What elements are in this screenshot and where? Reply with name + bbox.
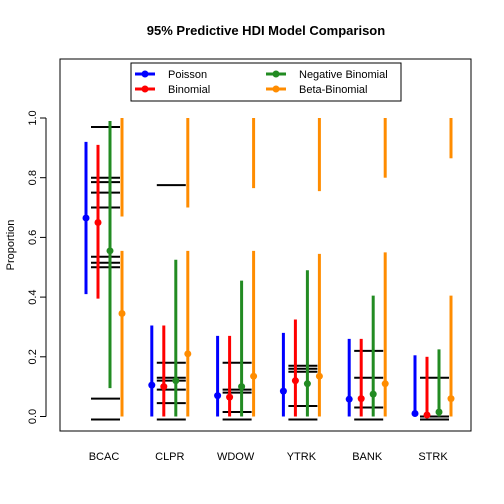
legend-point-poisson <box>141 70 149 78</box>
mean-point-beta-binomial-wdow <box>250 372 258 380</box>
mean-point-binomial-wdow <box>226 393 234 401</box>
mean-point-negative-binomial-wdow <box>238 383 246 391</box>
plot-frame <box>59 58 472 432</box>
mean-point-poisson-bcac <box>82 214 90 222</box>
legend-label-negative-binomial: Negative Binomial <box>299 69 388 81</box>
mean-point-poisson-strk <box>411 410 419 418</box>
mean-point-poisson-ytrk <box>279 387 287 395</box>
x-axis: BCAC CLPR WDOW YTRK BANK STRK <box>89 451 449 463</box>
legend: Poisson Binomial Negative Binomial Beta-… <box>130 62 402 102</box>
mean-point-binomial-clpr <box>160 383 168 391</box>
y-tick-label: 1.0 <box>27 110 39 125</box>
mean-point-negative-binomial-strk <box>435 408 443 416</box>
mean-point-negative-binomial-bcac <box>106 247 114 255</box>
mean-point-binomial-bcac <box>94 218 102 226</box>
mean-point-negative-binomial-clpr <box>172 377 180 385</box>
x-tick-label-ytrk: YTRK <box>287 451 317 463</box>
chart-title: 95% Predictive HDI Model Comparison <box>147 23 385 38</box>
mean-point-negative-binomial-bank <box>369 390 377 398</box>
legend-label-beta-binomial: Beta-Binomial <box>299 84 367 96</box>
legend-point-negative-binomial <box>272 70 280 78</box>
x-tick-label-bcac: BCAC <box>89 451 120 463</box>
legend-point-binomial <box>141 85 149 93</box>
y-axis-label: Proportion <box>5 220 17 271</box>
observed-lines <box>91 125 449 421</box>
mean-point-binomial-ytrk <box>291 377 299 385</box>
mean-point-beta-binomial-clpr <box>184 350 192 358</box>
x-tick-label-clpr: CLPR <box>155 451 184 463</box>
y-tick-label: 0.2 <box>27 349 39 364</box>
legend-point-beta-binomial <box>272 85 280 93</box>
legend-box <box>130 62 402 102</box>
x-tick-label-wdow: WDOW <box>217 451 255 463</box>
mean-point-negative-binomial-ytrk <box>303 380 311 388</box>
legend-label-binomial: Binomial <box>168 84 210 96</box>
hdi-intervals <box>82 118 455 419</box>
y-tick-label: 0.0 <box>27 409 39 424</box>
mean-point-beta-binomial-bank <box>381 380 389 388</box>
legend-label-poisson: Poisson <box>168 69 207 81</box>
mean-point-beta-binomial-strk <box>447 395 455 403</box>
mean-point-poisson-bank <box>345 395 353 403</box>
x-tick-label-strk: STRK <box>418 451 448 463</box>
mean-point-binomial-bank <box>357 395 365 403</box>
mean-point-beta-binomial-ytrk <box>315 372 323 380</box>
mean-point-poisson-wdow <box>214 392 222 400</box>
mean-point-beta-binomial-bcac <box>118 310 126 318</box>
mean-point-poisson-clpr <box>148 381 156 389</box>
x-tick-label-bank: BANK <box>352 451 383 463</box>
y-axis: 0.0 0.2 0.4 0.6 0.8 1.0 <box>27 110 47 424</box>
y-tick-label: 0.6 <box>27 230 39 245</box>
mean-point-binomial-strk <box>423 411 431 419</box>
y-tick-label: 0.4 <box>27 289 39 304</box>
y-tick-label: 0.8 <box>27 170 39 185</box>
